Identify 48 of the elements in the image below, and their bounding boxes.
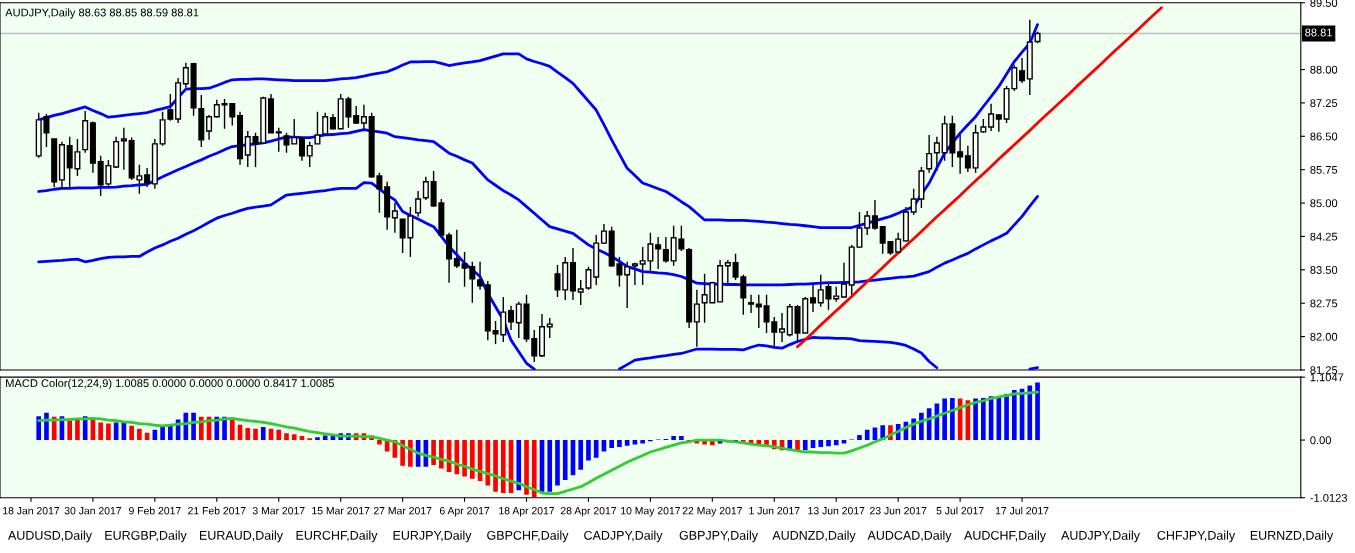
- y-tick-label: 84.25: [1310, 232, 1338, 241]
- text: EURJPY,Daily: [393, 530, 472, 543]
- ref-line-label: 88.81: [1305, 28, 1332, 37]
- x-tick-label: 28 Apr 2017: [560, 507, 617, 517]
- text: EURNZD,Daily: [1250, 530, 1334, 543]
- text: CADJPY,Daily: [584, 530, 663, 543]
- x-tick-label: 18 Apr 2017: [499, 507, 555, 517]
- y-tick-label: 86.50: [1310, 132, 1338, 141]
- y-tick-label: 85.75: [1310, 165, 1338, 174]
- x-tick-label: 18 Jan 2017: [3, 507, 60, 515]
- text: GBPJPY,Daily: [679, 530, 758, 543]
- text: AUDNZD,Daily: [772, 530, 856, 543]
- text: AUDUSD,Daily: [8, 530, 92, 543]
- text: EURGBP,Daily: [105, 530, 187, 543]
- y-tick-label: -1.0123: [1310, 493, 1348, 502]
- text: AUDCAD,Daily: [867, 530, 952, 543]
- y-tick-label: 85.00: [1310, 199, 1338, 208]
- x-tick-label: 6 Apr 2017: [439, 507, 490, 517]
- x-tick-label: 15 Mar 2017: [312, 507, 370, 515]
- y-tick-label: 83.50: [1310, 266, 1338, 274]
- y-tick-label: 87.25: [1310, 99, 1338, 108]
- x-tick-label: 17 Jul 2017: [995, 506, 1049, 515]
- x-tick-label: 3 Mar 2017: [252, 507, 305, 515]
- x-tick-label: 10 May 2017: [621, 507, 680, 517]
- y-tick-label: 88.00: [1310, 65, 1338, 74]
- text: AUDJPY,Daily: [1061, 530, 1140, 543]
- x-tick-label: 27 Mar 2017: [373, 507, 432, 515]
- y-tick-label: 0.00: [1310, 436, 1332, 445]
- x-tick-label: 5 Jul 2017: [936, 506, 984, 515]
- text: EURAUD,Daily: [200, 530, 283, 543]
- y-tick-label: 82.75: [1310, 299, 1338, 308]
- y-tick-label: 89.50: [1310, 0, 1338, 7]
- text: GBPCHF,Daily: [487, 530, 569, 543]
- x-tick-label: 23 Jun 2017: [870, 507, 927, 515]
- text: CHFJPY,Daily: [1157, 530, 1236, 543]
- x-tick-label: 9 Feb 2017: [129, 506, 181, 515]
- y-tick-label: 1.1047: [1310, 373, 1344, 382]
- text: EURCHF,Daily: [296, 530, 378, 543]
- y-tick-label: 82.00: [1310, 332, 1338, 341]
- x-tick-label: 1 Jun 2017: [749, 507, 800, 515]
- x-tick-label: 22 May 2017: [682, 507, 742, 517]
- x-tick-label: 30 Jan 2017: [64, 507, 122, 515]
- chart-title: AUDJPY,Daily 88.63 88.85 88.59 88.81: [5, 8, 199, 19]
- text: AUDCHF,Daily: [964, 530, 1046, 543]
- y-tick-label: 81.25: [1310, 366, 1338, 375]
- chart-title: MACD Color(12,24,9) 1.0085 0.0000 0.0000 0.0000 0.8417 1.0085: [6, 378, 334, 390]
- x-tick-label: 13 Jun 2017: [808, 507, 865, 515]
- x-tick-label: 21 Feb 2017: [188, 506, 246, 515]
